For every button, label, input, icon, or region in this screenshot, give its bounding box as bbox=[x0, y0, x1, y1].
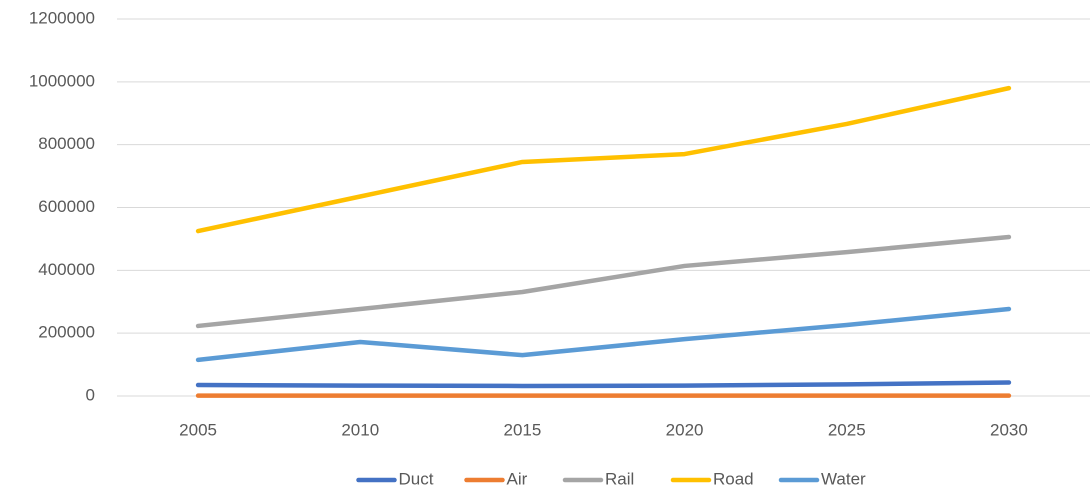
y-tick-label: 1000000 bbox=[29, 71, 95, 90]
x-tick-label: 2020 bbox=[666, 420, 704, 439]
series-line bbox=[195, 306, 1012, 363]
y-tick-label: 1200000 bbox=[29, 8, 95, 27]
x-tick-label: 2010 bbox=[341, 420, 379, 439]
legend-label: Water bbox=[821, 469, 866, 488]
y-tick-label: 800000 bbox=[38, 134, 95, 153]
y-tick-label: 0 bbox=[86, 385, 95, 404]
legend-label: Duct bbox=[399, 469, 434, 488]
x-tick-label: 2025 bbox=[828, 420, 866, 439]
y-tick-label: 400000 bbox=[38, 260, 95, 279]
y-tick-label: 600000 bbox=[38, 197, 95, 216]
legend-label: Air bbox=[507, 469, 528, 488]
series-line bbox=[195, 380, 1012, 389]
series-line bbox=[195, 85, 1012, 234]
series-line bbox=[195, 234, 1012, 329]
x-tick-label: 2005 bbox=[179, 420, 217, 439]
legend-label: Road bbox=[713, 469, 754, 488]
y-tick-label: 200000 bbox=[38, 323, 95, 342]
x-tick-label: 2015 bbox=[504, 420, 542, 439]
x-tick-label: 2030 bbox=[990, 420, 1028, 439]
legend-label: Rail bbox=[605, 469, 634, 488]
